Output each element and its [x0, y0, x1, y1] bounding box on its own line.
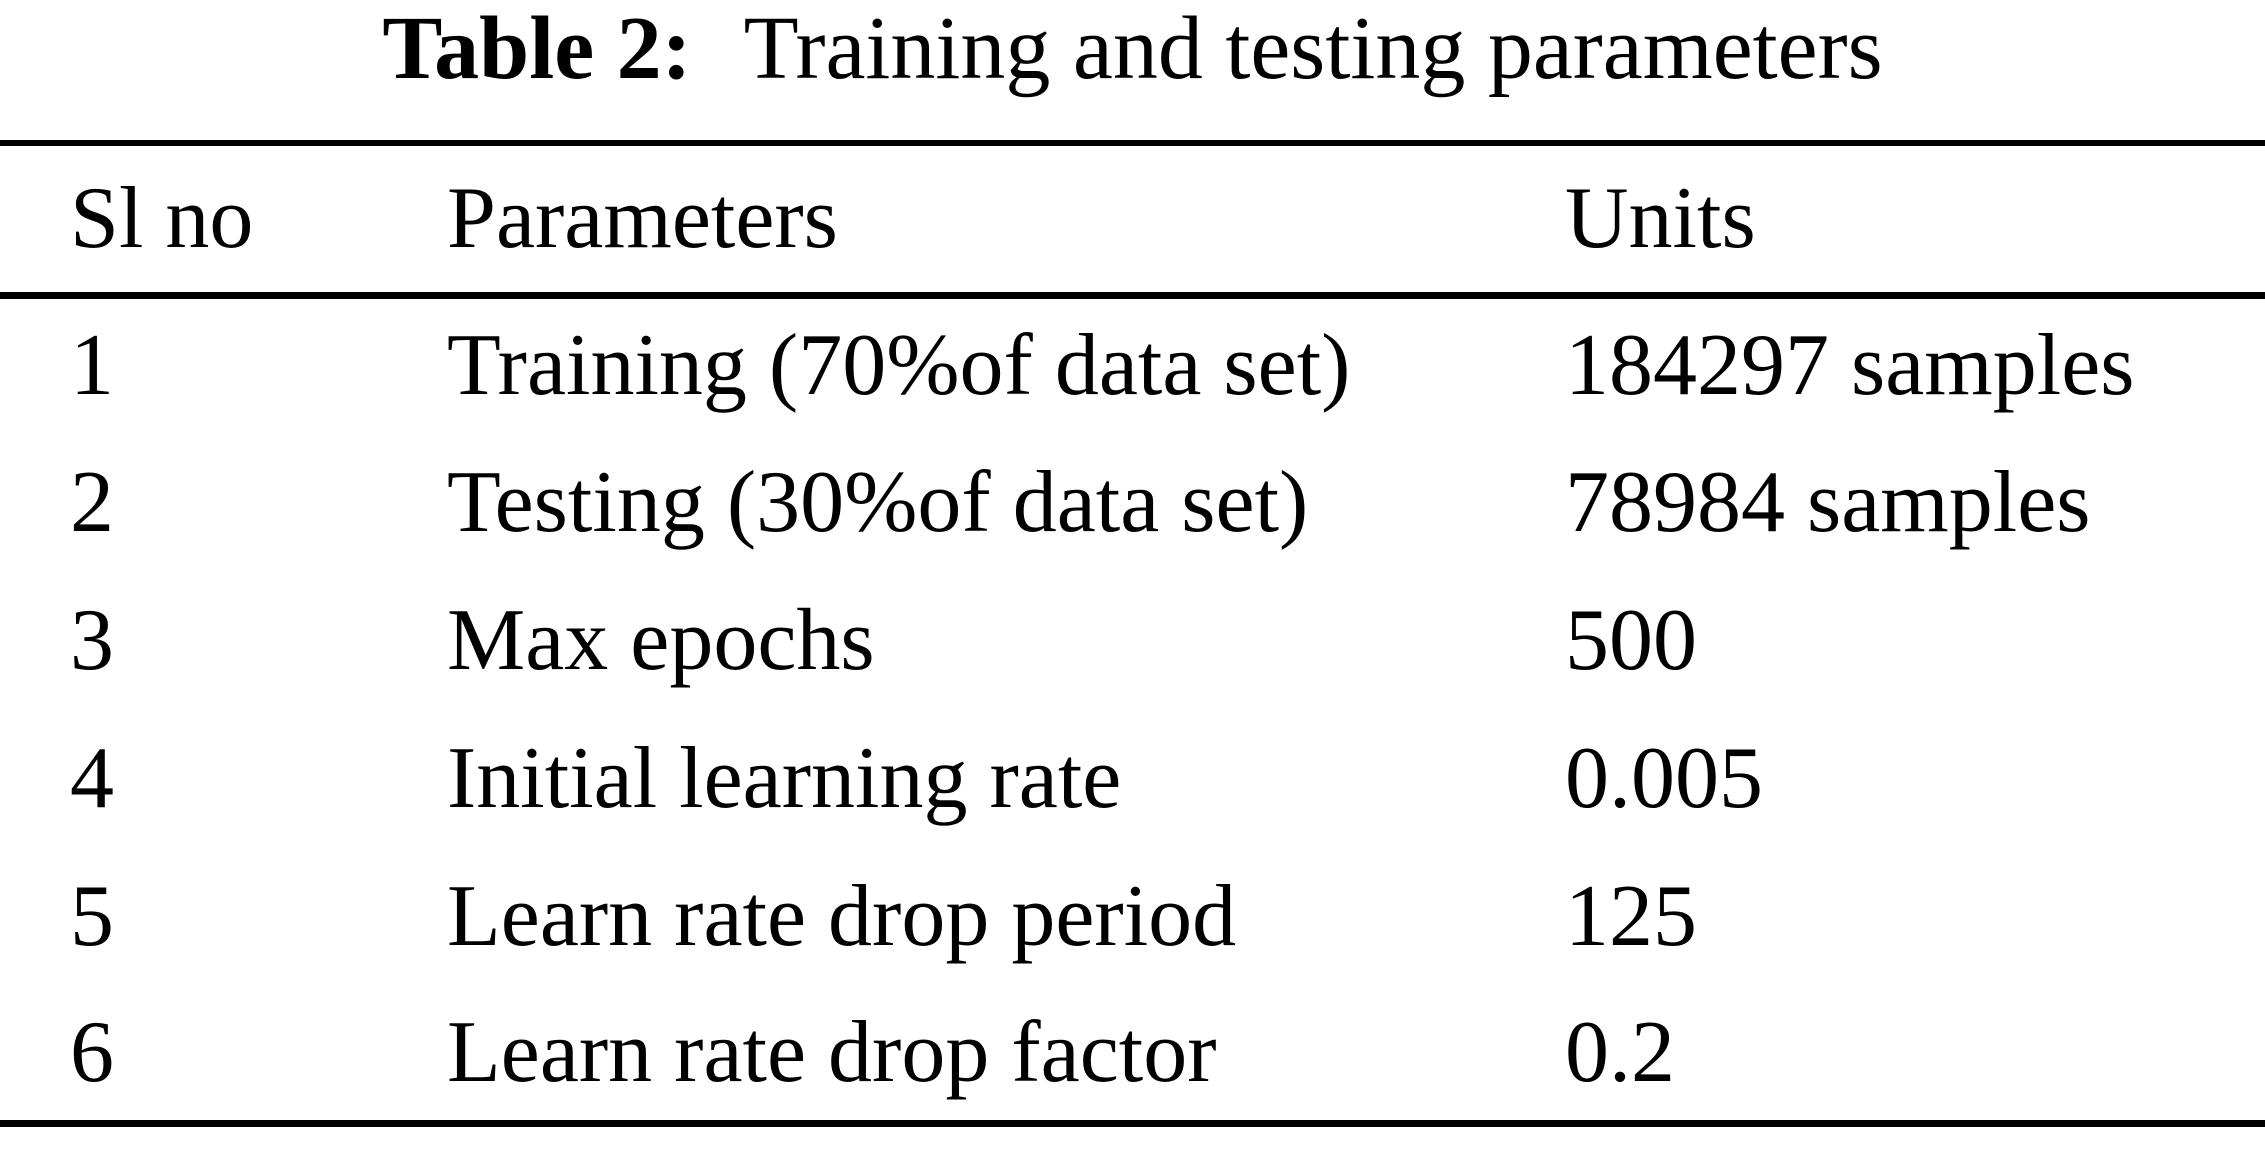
cell-sl-no: 2	[70, 453, 114, 551]
table-row: 6 Learn rate drop factor 0.2	[0, 985, 2265, 1123]
column-header-units: Units	[1565, 170, 1756, 268]
cell-parameter: Training (70%of data set)	[447, 317, 1351, 415]
column-header-sl-no: Sl no	[70, 170, 254, 268]
cell-units: 125	[1565, 867, 1697, 965]
cell-sl-no: 1	[70, 317, 114, 415]
cell-units: 500	[1565, 591, 1697, 689]
cell-parameter: Learn rate drop period	[447, 867, 1237, 965]
table-caption-title: Training and testing parameters	[743, 0, 1883, 98]
table-row: 1 Training (70%of data set) 184297 sampl…	[0, 295, 2265, 433]
parameters-table: Sl no Parameters Units 1 Training (70%of…	[0, 140, 2265, 1127]
table-row: 2 Testing (30%of data set) 78984 samples	[0, 433, 2265, 571]
cell-units: 184297 samples	[1565, 317, 2135, 415]
table-row: 3 Max epochs 500	[0, 571, 2265, 709]
cell-sl-no: 5	[70, 867, 114, 965]
header-row: Sl no Parameters Units	[0, 143, 2265, 295]
table-caption-label: Table 2:	[382, 0, 692, 98]
table-row: 5 Learn rate drop period 125	[0, 847, 2265, 985]
cell-units: 78984 samples	[1565, 453, 2091, 551]
cell-units: 0.005	[1565, 729, 1763, 827]
cell-parameter: Initial learning rate	[447, 729, 1122, 827]
cell-parameter: Max epochs	[447, 591, 875, 689]
cell-sl-no: 3	[70, 591, 114, 689]
column-header-parameter: Parameters	[447, 170, 838, 268]
cell-parameter: Testing (30%of data set)	[447, 453, 1309, 551]
cell-parameter: Learn rate drop factor	[447, 1003, 1217, 1101]
table-caption: Table 2: Training and testing parameters	[0, 0, 2265, 98]
cell-sl-no: 4	[70, 729, 114, 827]
cell-sl-no: 6	[70, 1003, 114, 1101]
table-row: 4 Initial learning rate 0.005	[0, 709, 2265, 847]
cell-units: 0.2	[1565, 1003, 1675, 1101]
